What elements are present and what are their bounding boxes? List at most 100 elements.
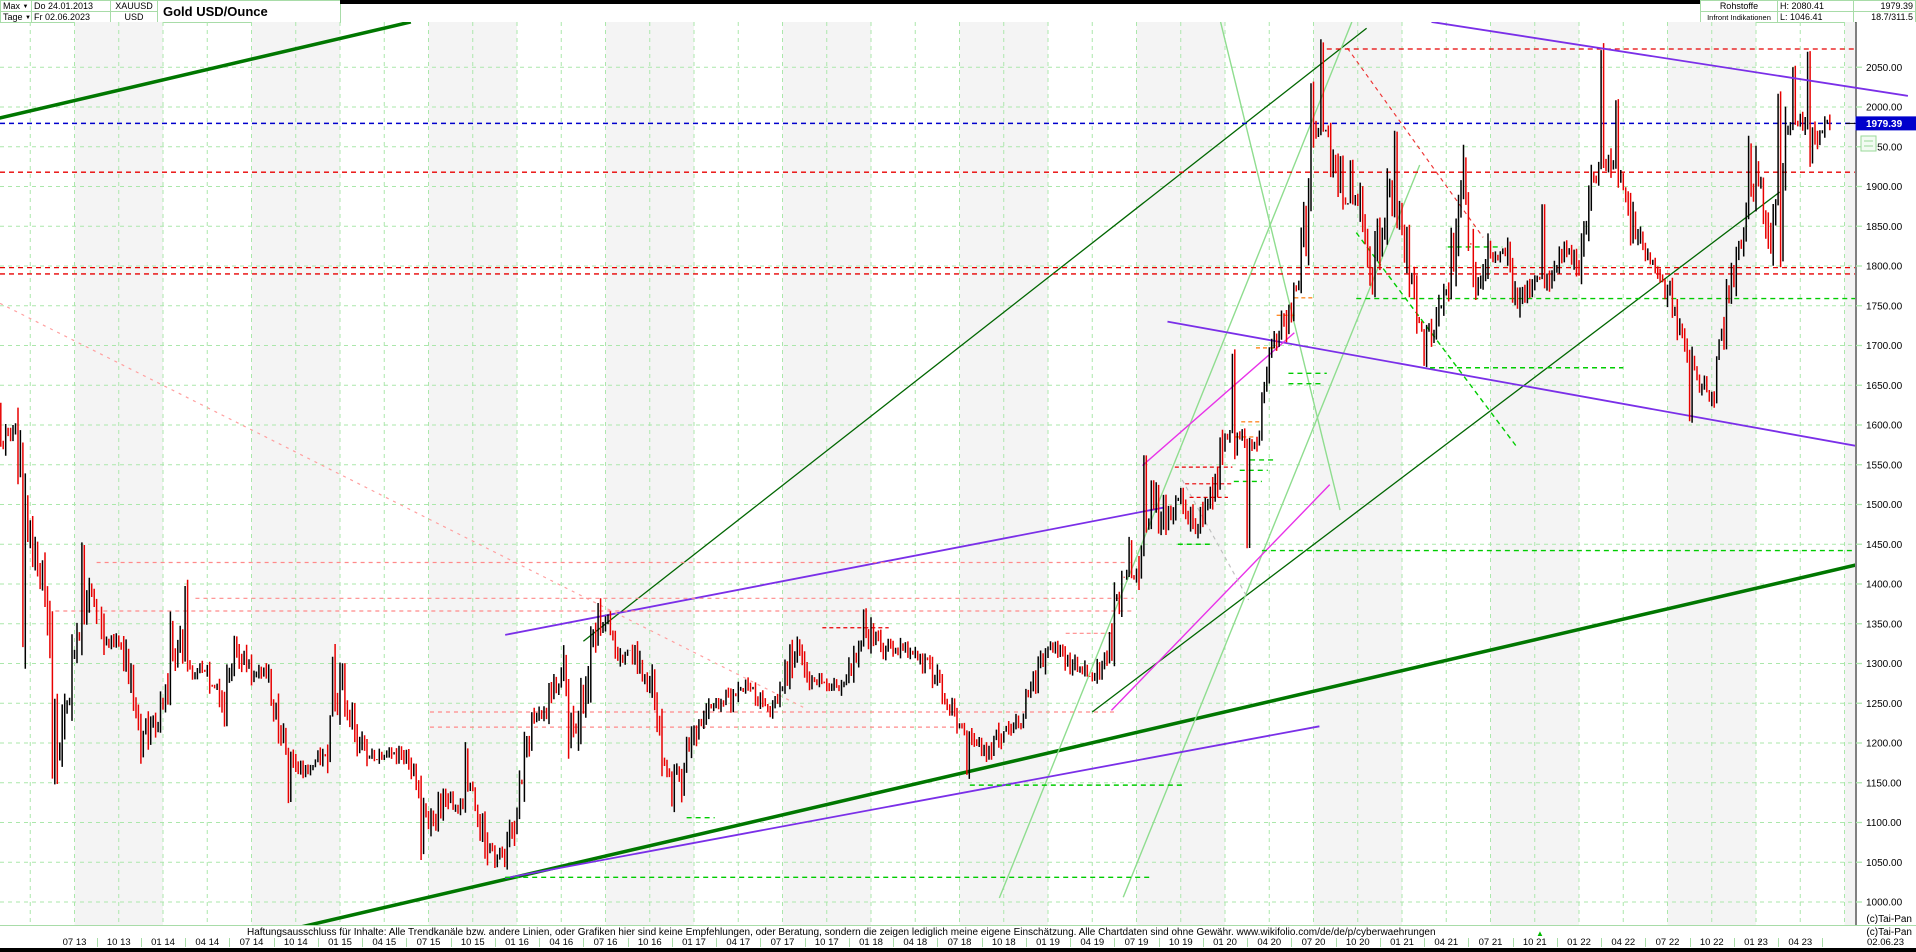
- time-axis-tick: [229, 938, 231, 947]
- time-axis-label: 04 21: [1434, 937, 1459, 948]
- time-axis-label: 07 20: [1301, 937, 1326, 948]
- overlay-lines-top: [1431, 21, 1909, 97]
- time-axis-label: 07 19: [1124, 937, 1149, 948]
- time-axis-tick: [140, 938, 142, 947]
- time-axis-label: 07 13: [62, 937, 87, 948]
- time-axis-tick: [1556, 938, 1558, 947]
- time-axis-tick: [1202, 938, 1204, 947]
- price-bars: [0, 39, 1831, 870]
- time-axis-label: 04 23: [1788, 937, 1813, 948]
- time-axis-label: 07 15: [416, 937, 441, 948]
- time-axis-tick: [1379, 938, 1381, 947]
- background-stripes: [74, 22, 1855, 925]
- svg-text:1450.00: 1450.00: [1866, 540, 1903, 551]
- time-axis-tick: [362, 938, 364, 947]
- range-selector-label: Max: [3, 1, 21, 11]
- time-axis-tick: [1070, 938, 1072, 947]
- time-axis-tick: [1335, 938, 1337, 947]
- time-axis-tick: [1822, 938, 1824, 947]
- time-axis-label: 01 21: [1390, 937, 1414, 948]
- time-axis-tick: [716, 938, 718, 947]
- svg-text:2050.00: 2050.00: [1866, 63, 1903, 74]
- gridlines: [0, 22, 1855, 925]
- axis-minus-marker: -: [1758, 936, 1762, 947]
- time-axis-tick: [583, 938, 585, 947]
- time-axis-tick: [1247, 938, 1249, 947]
- time-axis-label: 04 18: [903, 937, 928, 948]
- svg-text:1600.00: 1600.00: [1866, 421, 1903, 432]
- svg-text:1000.00: 1000.00: [1866, 898, 1903, 909]
- time-axis-label: 04 15: [372, 937, 397, 948]
- corner-date: 02.06.23: [1867, 937, 1904, 948]
- chevron-down-icon: ▼: [25, 15, 31, 21]
- time-axis-label: 01 15: [328, 937, 352, 948]
- time-axis-label: 10 13: [106, 937, 131, 948]
- time-axis-label: 04 16: [549, 937, 574, 948]
- time-axis-tick: [893, 938, 895, 947]
- time-axis-label: 04 20: [1257, 937, 1282, 948]
- price-chart[interactable]: 2050.00 2000.00 1950.00 1900.00 1850.00 1800.…: [0, 21, 1916, 925]
- svg-text:1700.00: 1700.00: [1866, 341, 1903, 352]
- bottom-scrollbar[interactable]: [0, 948, 1916, 952]
- time-axis-label: 01 23: [1744, 937, 1768, 948]
- time-axis-label: 10 19: [1168, 937, 1193, 948]
- time-axis-label: 07 22: [1655, 937, 1680, 948]
- time-axis-label: 04 22: [1611, 937, 1636, 948]
- time-axis-tick: [671, 938, 673, 947]
- chart-canvas[interactable]: 2050.00 2000.00 1950.00 1900.00 1850.00 1800.…: [0, 21, 1916, 925]
- time-axis-tick: [1512, 938, 1514, 947]
- time-axis-label: 07 17: [770, 937, 795, 948]
- time-axis-label: 10 18: [991, 937, 1016, 948]
- svg-text:1850.00: 1850.00: [1866, 222, 1903, 233]
- time-axis-tick: [1424, 938, 1426, 947]
- time-axis-label: 01 19: [1036, 937, 1060, 948]
- price-axis: 2050.00 2000.00 1950.00 1900.00 1850.00 1800.…: [1846, 22, 1916, 925]
- time-axis-label: 04 17: [726, 937, 751, 948]
- time-axis-label: 04 19: [1080, 937, 1105, 948]
- time-axis-label: 01 20: [1213, 937, 1237, 948]
- svg-text:1050.00: 1050.00: [1866, 858, 1903, 869]
- disclaimer-row: Haftungsausschluss für Inhalte: Alle Tre…: [0, 925, 1916, 939]
- svg-text:1200.00: 1200.00: [1866, 739, 1903, 750]
- time-axis-tick: [406, 938, 408, 947]
- svg-text:1500.00: 1500.00: [1866, 500, 1903, 511]
- time-axis-tick: [1645, 938, 1647, 947]
- svg-text:1800.00: 1800.00: [1866, 262, 1903, 273]
- svg-text:1250.00: 1250.00: [1866, 699, 1903, 710]
- time-axis-label: 04 14: [195, 937, 220, 948]
- time-axis-tick: [1291, 938, 1293, 947]
- time-axis-tick: [96, 938, 98, 947]
- time-axis-tick: [1601, 938, 1603, 947]
- svg-text:1979.39: 1979.39: [1866, 119, 1903, 130]
- svg-text:(c)Tai-Pan: (c)Tai-Pan: [1866, 914, 1912, 925]
- time-axis-tick: [760, 938, 762, 947]
- marker-triangle-icon: ▲: [1536, 929, 1544, 938]
- svg-text:1400.00: 1400.00: [1866, 580, 1903, 591]
- svg-text:2000.00: 2000.00: [1866, 103, 1903, 114]
- chevron-down-icon: ▼: [22, 4, 29, 10]
- time-axis-label: 07 16: [593, 937, 618, 948]
- svg-text:1650.00: 1650.00: [1866, 381, 1903, 392]
- svg-text:1350.00: 1350.00: [1866, 619, 1903, 630]
- time-axis-tick: [981, 938, 983, 947]
- svg-text:1550.00: 1550.00: [1866, 460, 1903, 471]
- svg-text:1100.00: 1100.00: [1866, 818, 1902, 829]
- time-axis-tick: [937, 938, 939, 947]
- svg-text:1750.00: 1750.00: [1866, 301, 1903, 312]
- time-axis-label: 01 22: [1567, 937, 1591, 948]
- time-axis-label: 07 21: [1478, 937, 1503, 948]
- time-axis-tick: [450, 938, 452, 947]
- time-axis-label: 10 20: [1345, 937, 1370, 948]
- time-axis-tick: [1158, 938, 1160, 947]
- time-axis-tick: [185, 938, 187, 947]
- time-axis-tick: [1468, 938, 1470, 947]
- time-axis-tick: [1025, 938, 1027, 947]
- time-axis-tick: [317, 938, 319, 947]
- time-axis-tick: [273, 938, 275, 947]
- time-axis-tick: [1689, 938, 1691, 947]
- header-black-band: [340, 0, 1700, 4]
- page-title: Gold USD/Ounce: [157, 0, 341, 23]
- time-axis-label: 10 22: [1699, 937, 1724, 948]
- svg-text:1950.00: 1950.00: [1866, 142, 1903, 153]
